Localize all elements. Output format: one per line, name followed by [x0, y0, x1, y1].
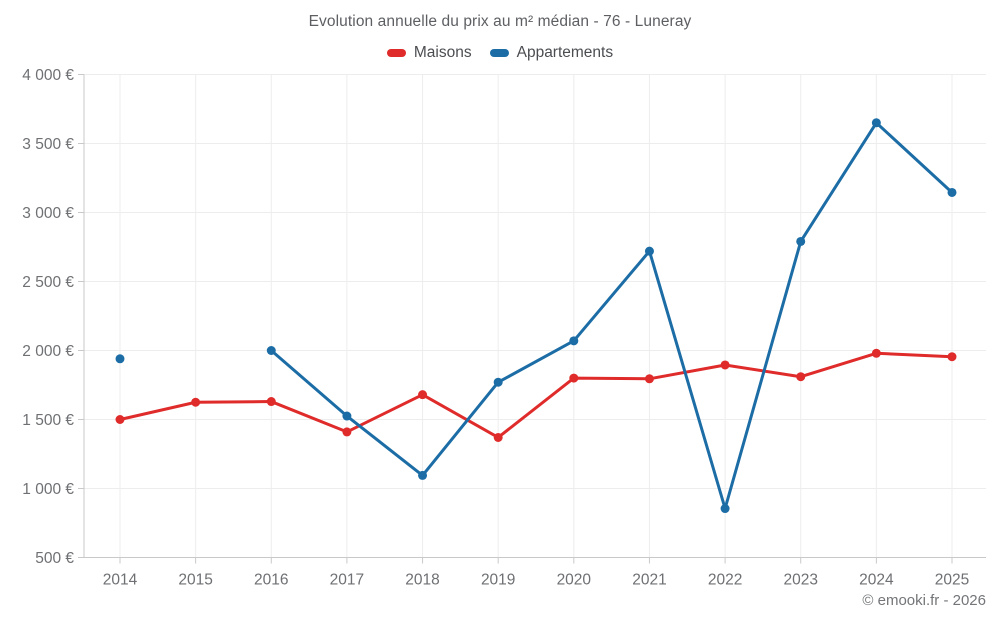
x-tick-label: 2017	[330, 572, 364, 589]
y-tick-label: 3 000 €	[22, 205, 74, 222]
y-tick-label: 4 000 €	[22, 67, 74, 84]
point-appartements-2017[interactable]	[342, 411, 352, 421]
line-appartements	[269, 121, 954, 511]
point-appartements-2020[interactable]	[569, 336, 579, 346]
point-maisons-2020[interactable]	[569, 373, 579, 383]
x-tick-label: 2015	[178, 572, 212, 589]
x-tick-label: 2018	[405, 572, 439, 589]
point-appartements-2023[interactable]	[796, 236, 806, 246]
point-maisons-2018[interactable]	[418, 390, 428, 400]
x-tick-label: 2021	[632, 572, 666, 589]
x-tick-label: 2023	[783, 572, 817, 589]
chart-legend: Maisons Appartements	[0, 44, 1000, 62]
legend-swatch-appartements-icon	[489, 49, 509, 57]
point-maisons-2021[interactable]	[644, 374, 654, 384]
legend-swatch-maisons-icon	[386, 49, 406, 57]
line-maisons	[118, 351, 954, 439]
point-appartements-2022[interactable]	[720, 504, 730, 514]
legend-item-maisons[interactable]: Maisons	[386, 44, 472, 62]
legend-label-appartements: Appartements	[516, 44, 614, 61]
x-tick-label: 2020	[557, 572, 592, 589]
credit-text: © emooki.fr - 2026	[862, 592, 986, 609]
point-maisons-2015[interactable]	[191, 397, 201, 407]
point-appartements-2016[interactable]	[266, 346, 276, 355]
x-tick-label: 2025	[935, 572, 969, 589]
y-tick-label: 1 000 €	[22, 481, 74, 498]
point-maisons-2016[interactable]	[266, 397, 276, 407]
y-tick-label: 500 €	[35, 550, 74, 567]
point-maisons-2014[interactable]	[115, 415, 125, 424]
point-maisons-2025[interactable]	[947, 352, 957, 362]
x-tick-label: 2016	[254, 572, 288, 589]
point-appartements-2014[interactable]	[115, 354, 125, 364]
point-appartements-2021[interactable]	[644, 246, 654, 256]
y-tick-label: 2 500 €	[22, 274, 74, 291]
point-maisons-2019[interactable]	[493, 432, 503, 442]
point-maisons-2024[interactable]	[871, 348, 881, 358]
point-appartements-2025[interactable]	[947, 187, 957, 197]
y-tick-label: 1 500 €	[22, 412, 74, 429]
legend-item-appartements[interactable]: Appartements	[489, 44, 614, 62]
x-tick-label: 2022	[708, 572, 742, 589]
x-tick-label: 2014	[103, 572, 138, 589]
y-tick-label: 3 500 €	[22, 136, 74, 153]
point-maisons-2022[interactable]	[720, 360, 730, 370]
y-tick-label: 2 000 €	[22, 343, 74, 360]
point-maisons-2017[interactable]	[342, 427, 352, 437]
x-tick-label: 2024	[859, 572, 894, 589]
legend-label-maisons: Maisons	[413, 44, 472, 61]
chart-title: Evolution annuelle du prix au m² médian …	[308, 13, 692, 30]
point-maisons-2023[interactable]	[796, 372, 806, 382]
point-appartements-2024[interactable]	[871, 118, 881, 128]
x-tick-label: 2019	[481, 572, 515, 589]
point-appartements-2019[interactable]	[493, 377, 503, 387]
point-appartements-2018[interactable]	[418, 470, 428, 480]
